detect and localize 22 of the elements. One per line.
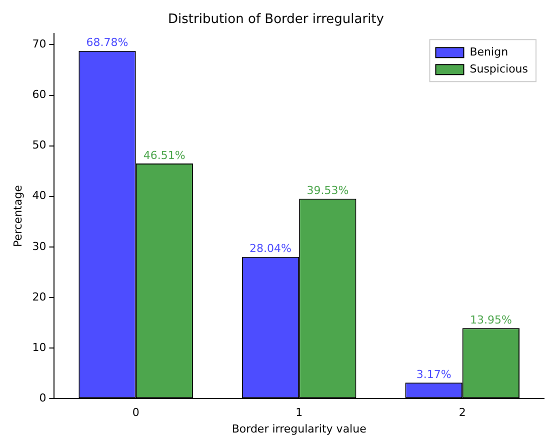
y-tick-label: 40 (32, 189, 46, 202)
y-tick-label: 0 (39, 391, 46, 404)
data-label: 28.04% (250, 242, 292, 256)
x-tick-label: 0 (132, 406, 140, 420)
y-tick-label: 60 (32, 88, 46, 102)
x-axis-title: Border irregularity value (232, 422, 367, 436)
y-tick-label: 50 (32, 138, 46, 152)
y-tick-label: 20 (32, 290, 46, 304)
data-label: 39.53% (306, 184, 349, 198)
x-tick-label: 2 (458, 406, 466, 420)
chart-title: Distribution of Border irregularity (168, 12, 384, 28)
data-label: 68.78% (86, 36, 128, 50)
data-label: 13.95% (470, 313, 512, 326)
legend-label: Suspicious (470, 62, 528, 76)
data-label: 3.17% (416, 368, 452, 381)
y-axis-title: Percentage (11, 184, 24, 248)
y-tick-label: 70 (32, 38, 46, 51)
y-tick-label: 30 (32, 240, 46, 253)
data-label: 46.51% (143, 148, 186, 162)
legend-label: Benign (470, 45, 508, 58)
x-tick-label: 1 (296, 406, 303, 420)
y-tick-label: 10 (32, 340, 46, 354)
